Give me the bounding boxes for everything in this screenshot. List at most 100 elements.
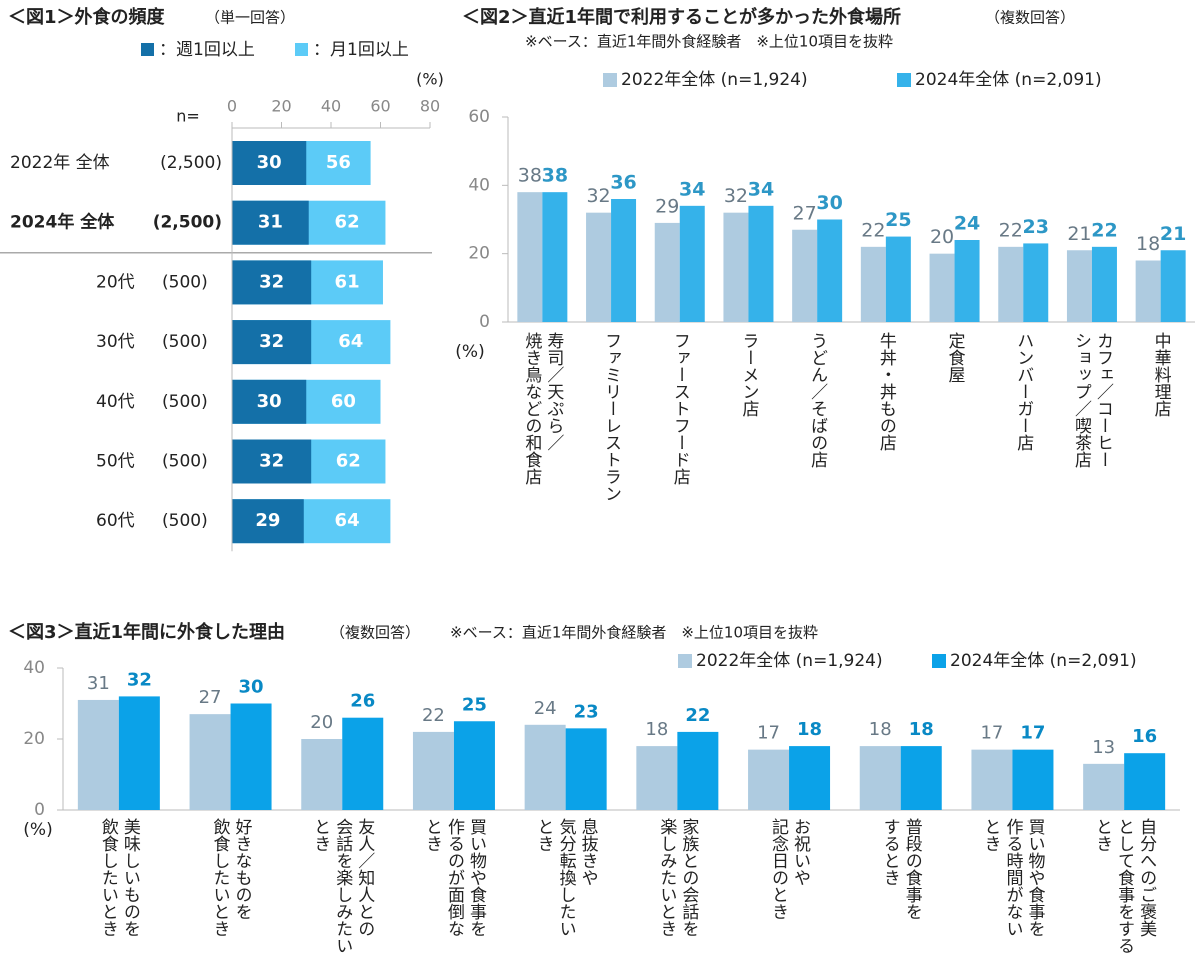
value-label: 32 (724, 185, 748, 207)
value-label: 22 (1091, 219, 1117, 241)
legend-label: 2024年全体 (n=2,091) (915, 70, 1102, 90)
bar (929, 253, 955, 322)
category-label: 中華料理店 (1150, 332, 1171, 417)
bar (860, 246, 886, 322)
bar (611, 199, 637, 322)
bar (542, 192, 568, 322)
x-tick-label: 20 (271, 97, 291, 116)
y-tick-label: 40 (23, 658, 45, 678)
n-title: n= (176, 107, 200, 126)
value-label: 22 (422, 705, 445, 726)
category-label: 息抜きや 気分転換したい とき (533, 818, 598, 937)
y-tick-label: 20 (23, 729, 45, 749)
bar (1012, 749, 1054, 810)
n-label: (2,500) (153, 213, 222, 233)
chart-subtitle: （複数回答） (985, 9, 1075, 27)
category-label: ラーメン店 (738, 332, 759, 417)
bar (586, 212, 612, 322)
legend-label: 2022年全体 (n=1,924) (621, 70, 808, 90)
category-label: ファーストフード店 (669, 332, 690, 485)
bar (998, 246, 1024, 322)
chart-title: ＜図2＞直近1年間で利用することが多かった外食場所 (462, 6, 901, 28)
value-label: 30 (257, 152, 282, 173)
value-label: 20 (310, 712, 333, 733)
value-label: 32 (259, 271, 284, 292)
bar (232, 200, 309, 245)
value-label: 23 (1023, 216, 1049, 238)
value-label: 17 (980, 723, 1003, 744)
n-label: (2,500) (160, 153, 222, 173)
category-label: ハンバーガー店 (1013, 332, 1034, 451)
value-label: 38 (542, 165, 568, 187)
value-label: 29 (655, 195, 679, 217)
x-tick-label: 60 (370, 97, 390, 116)
value-label: 22 (685, 705, 710, 726)
value-label: 27 (793, 202, 817, 224)
category-label: 買い物や食事を 作る時間がない とき (980, 818, 1045, 937)
bar (1124, 753, 1166, 810)
category-label: 友人／知人との 会話を楽しみたい とき (310, 818, 375, 954)
value-label: 17 (1020, 723, 1045, 744)
y-tick-label: 40 (468, 175, 490, 195)
bar (677, 731, 719, 810)
category-label: 寿司／天ぷら／ 焼き鳥などの和食店 (521, 332, 564, 485)
bar (524, 724, 566, 810)
value-label: 62 (335, 212, 360, 233)
x-tick-label: 80 (420, 97, 440, 116)
value-label: 61 (335, 271, 360, 292)
value-label: 34 (679, 178, 705, 200)
value-label: 18 (645, 719, 668, 740)
bar (885, 236, 911, 322)
legend-swatch (141, 43, 154, 56)
value-label: 18 (1136, 233, 1160, 255)
bar (654, 222, 680, 322)
bar (453, 721, 495, 810)
chart-title: ＜図1＞外食の頻度 (8, 6, 166, 28)
value-label: 21 (1067, 223, 1091, 245)
chart-subtitle: （複数回答） (330, 624, 420, 642)
bar (954, 240, 980, 322)
legend-swatch (897, 73, 911, 87)
bar (77, 699, 119, 810)
x-tick-label: 40 (321, 97, 341, 116)
value-label: 64 (335, 510, 360, 531)
unit-label: (%) (455, 342, 484, 362)
value-label: 24 (534, 698, 557, 719)
chart-title: ＜図3＞直近1年間に外食した理由 (8, 621, 285, 643)
y-tick-label: 0 (34, 800, 45, 820)
x-tick-label: 0 (227, 97, 237, 116)
value-label: 21 (1160, 223, 1186, 245)
value-label: 60 (331, 391, 356, 412)
row-label: 2024年 全体 (10, 212, 115, 233)
value-label: 32 (586, 185, 610, 207)
bar (1135, 260, 1161, 322)
bar (748, 749, 790, 810)
value-label: 13 (1092, 737, 1115, 758)
y-tick-label: 60 (468, 107, 490, 127)
y-tick-label: 0 (479, 312, 490, 332)
legend-label: ：週1回以上 (159, 40, 255, 60)
value-label: 62 (336, 451, 361, 472)
value-label: 30 (816, 192, 842, 214)
category-label: 普段の食事を するとき (879, 818, 922, 920)
bar (232, 499, 304, 544)
unit-label: (%) (416, 70, 444, 89)
bar (1066, 250, 1092, 322)
value-label: 30 (257, 391, 282, 412)
bar (859, 746, 901, 810)
chart-subtitle: （単一回答） (205, 9, 295, 27)
row-label: 20代 (96, 272, 135, 292)
bar (748, 205, 774, 322)
y-tick-label: 20 (468, 244, 490, 264)
category-label: うどん／そばの店 (807, 332, 828, 468)
value-label: 25 (462, 694, 487, 715)
bar (971, 749, 1013, 810)
category-label: 好きなものを 飲食したいとき (209, 818, 252, 937)
value-label: 23 (574, 701, 599, 722)
bar (232, 320, 312, 365)
category-label: 美味しいものを 飲食したいとき (97, 818, 140, 937)
row-label: 50代 (96, 452, 135, 472)
bar (118, 696, 160, 810)
category-label: 定食屋 (944, 332, 965, 383)
